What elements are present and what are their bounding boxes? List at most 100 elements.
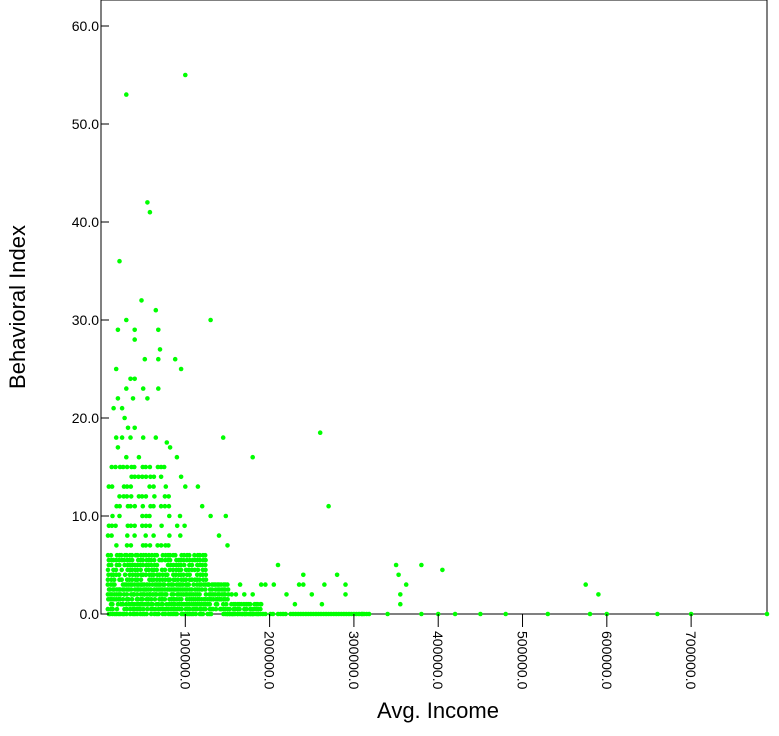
data-point <box>122 572 128 578</box>
data-point <box>148 587 153 592</box>
data-point <box>187 606 192 612</box>
data-point <box>124 611 129 617</box>
data-point <box>175 577 181 582</box>
data-point <box>385 611 390 617</box>
data-point <box>179 597 184 602</box>
data-point <box>124 317 129 323</box>
data-point <box>151 557 157 563</box>
data-point <box>145 200 150 205</box>
data-point <box>155 464 161 470</box>
data-point <box>203 592 209 597</box>
data-point <box>106 484 112 489</box>
data-point <box>124 552 129 558</box>
data-point <box>225 587 231 592</box>
data-point <box>152 494 157 499</box>
data-point <box>132 327 137 333</box>
data-point <box>197 592 202 597</box>
data-point <box>143 543 149 548</box>
data-point <box>147 464 153 470</box>
data-point <box>151 474 157 480</box>
data-point <box>147 513 152 519</box>
data-point <box>208 611 214 617</box>
data-point <box>143 523 149 529</box>
data-point <box>209 587 215 592</box>
data-point <box>225 597 230 602</box>
data-point <box>159 523 164 529</box>
data-point <box>132 533 137 538</box>
data-point <box>171 592 176 597</box>
data-point <box>587 611 593 617</box>
data-point <box>140 513 145 519</box>
data-point <box>166 543 171 548</box>
data-point <box>167 557 173 563</box>
data-point <box>135 567 140 573</box>
data-point <box>194 606 200 612</box>
data-point <box>181 562 187 568</box>
x-axis-title: Avg. Income <box>377 698 499 723</box>
data-point <box>122 415 127 421</box>
x-tick-label: 100000.0 <box>177 631 193 690</box>
data-point <box>214 601 220 607</box>
y-axis-title: Behavioral Index <box>5 225 30 389</box>
data-point <box>195 484 201 489</box>
data-point <box>109 523 115 529</box>
data-point <box>128 435 133 440</box>
data-point <box>452 611 458 617</box>
data-point <box>258 582 264 587</box>
data-point <box>545 611 551 617</box>
data-point <box>147 523 153 529</box>
data-point <box>162 582 167 587</box>
data-point <box>129 577 135 582</box>
data-point <box>109 562 114 568</box>
data-point <box>208 317 213 323</box>
data-point <box>124 484 130 489</box>
data-point <box>343 582 348 587</box>
data-point <box>109 533 114 538</box>
data-point <box>478 611 483 617</box>
data-point <box>189 562 195 568</box>
data-point <box>118 592 123 597</box>
data-point <box>138 577 144 582</box>
data-point <box>141 606 146 612</box>
data-point <box>132 503 138 509</box>
data-point <box>124 543 130 548</box>
data-point <box>250 454 255 460</box>
data-point <box>117 494 122 499</box>
data-point <box>135 572 141 578</box>
data-point <box>156 356 161 362</box>
data-point <box>143 474 149 480</box>
data-point <box>179 606 184 612</box>
data-point <box>284 592 289 597</box>
data-point <box>129 552 135 558</box>
data-point <box>113 464 118 470</box>
data-point <box>120 597 126 602</box>
data-point <box>115 396 121 401</box>
data-point <box>105 533 111 538</box>
data-point <box>143 494 149 499</box>
data-point <box>183 72 188 78</box>
data-point <box>125 425 131 431</box>
data-point <box>258 606 263 612</box>
data-point <box>116 572 122 578</box>
data-point <box>764 611 770 617</box>
data-point <box>153 606 158 612</box>
data-point <box>128 376 133 382</box>
data-point <box>121 557 127 563</box>
data-point <box>223 513 229 519</box>
data-point <box>419 611 424 617</box>
data-point <box>113 523 118 529</box>
data-point <box>326 503 331 509</box>
data-point <box>105 567 111 573</box>
data-point <box>213 606 219 612</box>
data-point <box>229 592 234 597</box>
data-point <box>154 552 160 558</box>
data-point <box>162 567 168 573</box>
data-point <box>250 611 255 617</box>
data-point <box>150 601 155 607</box>
data-point <box>145 606 150 612</box>
data-point <box>206 582 212 587</box>
data-point <box>120 464 126 470</box>
data-point <box>166 494 171 499</box>
data-point <box>193 611 199 617</box>
